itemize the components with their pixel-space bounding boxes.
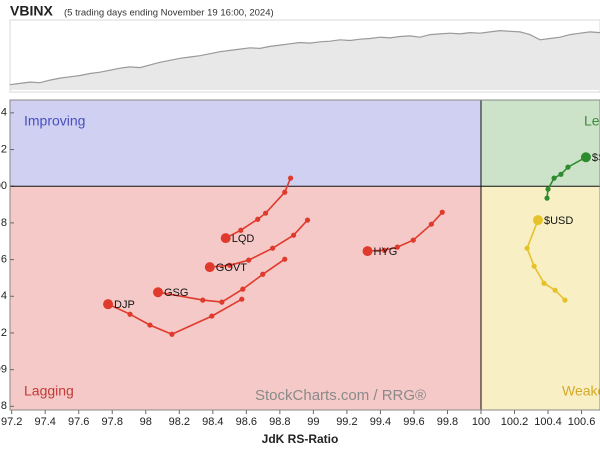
x-tick-label: 100.6 — [568, 416, 596, 428]
price-line — [9, 29, 600, 86]
x-tick-label: 98.6 — [236, 416, 257, 428]
head-point — [153, 287, 164, 298]
tail-point — [209, 313, 215, 319]
tail-point — [200, 297, 206, 303]
series-label: $SPX — [592, 152, 600, 164]
tail-point — [246, 257, 252, 263]
tail-point — [239, 296, 245, 302]
x-tick-label: 100.2 — [501, 416, 529, 428]
y-tick-label: 100.2 — [0, 143, 7, 155]
tail-point — [545, 186, 551, 192]
tail-point — [169, 331, 175, 337]
series-label: GOVT — [216, 262, 247, 274]
quadrant — [10, 100, 481, 187]
tail-point — [428, 221, 434, 227]
tail-point — [562, 297, 568, 303]
series-label: LQD — [232, 233, 255, 245]
tail-point — [524, 245, 530, 251]
tail-point — [531, 263, 537, 269]
head-point — [532, 215, 543, 226]
x-tick-label: 97.8 — [102, 416, 123, 428]
series-label: GSG — [164, 287, 188, 299]
tail-point — [260, 271, 266, 277]
tail-point — [304, 217, 311, 223]
tail-line — [157, 258, 286, 303]
quadrant-label: Lagging — [24, 383, 74, 399]
tail-line — [209, 219, 309, 268]
x-tick-label: 99 — [307, 416, 319, 428]
series-label: HYG — [374, 246, 398, 258]
tail-line — [367, 211, 443, 252]
y-tick-label: 100.4 — [0, 107, 7, 119]
x-tick-label: 97.6 — [68, 416, 89, 428]
tail-point — [219, 299, 225, 305]
tail-point — [238, 227, 244, 233]
quadrant — [480, 100, 600, 187]
tail-point — [558, 171, 564, 177]
head-point — [580, 152, 591, 163]
x-tick-label: 98.8 — [269, 416, 290, 428]
quadrant-group: Improving Leading Lagging Weakening — [10, 100, 600, 410]
quadrant-label: Improving — [24, 113, 85, 129]
y-tick-label: 99.2 — [0, 327, 7, 339]
y-tick-label: 99.8 — [0, 217, 7, 229]
quadrant-label: Leading — [584, 113, 600, 129]
tail-point — [282, 189, 288, 195]
tail-point — [439, 209, 445, 215]
tail-point — [551, 175, 557, 181]
y-tick-label: 98.8 — [0, 400, 7, 412]
x-tick-label: 100 — [472, 416, 490, 428]
tail-point — [565, 164, 571, 170]
y-tick-label: 100 — [0, 180, 7, 192]
tail-point — [227, 262, 233, 268]
tail-point — [410, 237, 416, 243]
tail-point — [255, 216, 261, 222]
tail-point — [291, 232, 297, 238]
chart-title: VBINX — [10, 3, 53, 19]
x-tick-label: 98 — [140, 416, 152, 428]
tail-point — [287, 175, 294, 181]
head-point — [362, 246, 373, 257]
y-tick-label: 99.4 — [0, 290, 7, 302]
x-tick-label: 100.4 — [534, 416, 562, 428]
tail-line — [107, 298, 243, 336]
x-tick-label: 99.6 — [403, 416, 424, 428]
tail-point — [147, 322, 153, 328]
plot-group: 97.2 97.4 97.6 97.8 98 98.2 98.4 98.6 98.8 99 99.2… — [0, 100, 600, 428]
head-point — [220, 233, 231, 244]
tail-point — [270, 245, 276, 251]
x-tick-label: 98.4 — [202, 416, 223, 428]
quadrant-label: Weakening — [562, 383, 600, 399]
price-panel — [9, 19, 600, 93]
series-label: DJP — [114, 299, 135, 311]
y-tick-label: 99.6 — [0, 253, 7, 265]
tail-point — [394, 244, 400, 250]
head-point — [103, 299, 114, 310]
plot-frame — [9, 99, 600, 411]
y-tick-label: 99 — [0, 364, 7, 376]
x-tick-label: 99.4 — [370, 416, 391, 428]
tail-point — [127, 311, 133, 317]
tail-point — [381, 247, 388, 253]
tail-point — [240, 286, 246, 292]
head-point — [204, 262, 215, 273]
tail-point — [541, 280, 547, 286]
x-tick-label: 99.8 — [437, 416, 458, 428]
tail-point — [282, 256, 288, 262]
x-tick-label: 98.2 — [169, 416, 190, 428]
tail-point — [544, 195, 550, 201]
x-tick-label: 97.2 — [1, 416, 22, 428]
tail-point — [552, 287, 558, 293]
quadrant — [10, 186, 481, 410]
x-tick-label: 99.2 — [336, 416, 357, 428]
chart-subtitle: (5 trading days ending November 19 16:00… — [64, 8, 274, 19]
price-group — [9, 29, 600, 91]
price-area — [10, 30, 600, 91]
x-axis-title: JdK RS-Ratio — [262, 432, 339, 446]
tail-point — [263, 210, 269, 216]
series-label: $USD — [544, 215, 573, 227]
x-tick-label: 97.4 — [34, 416, 55, 428]
watermark: StockCharts.com / RRG® — [255, 387, 426, 404]
